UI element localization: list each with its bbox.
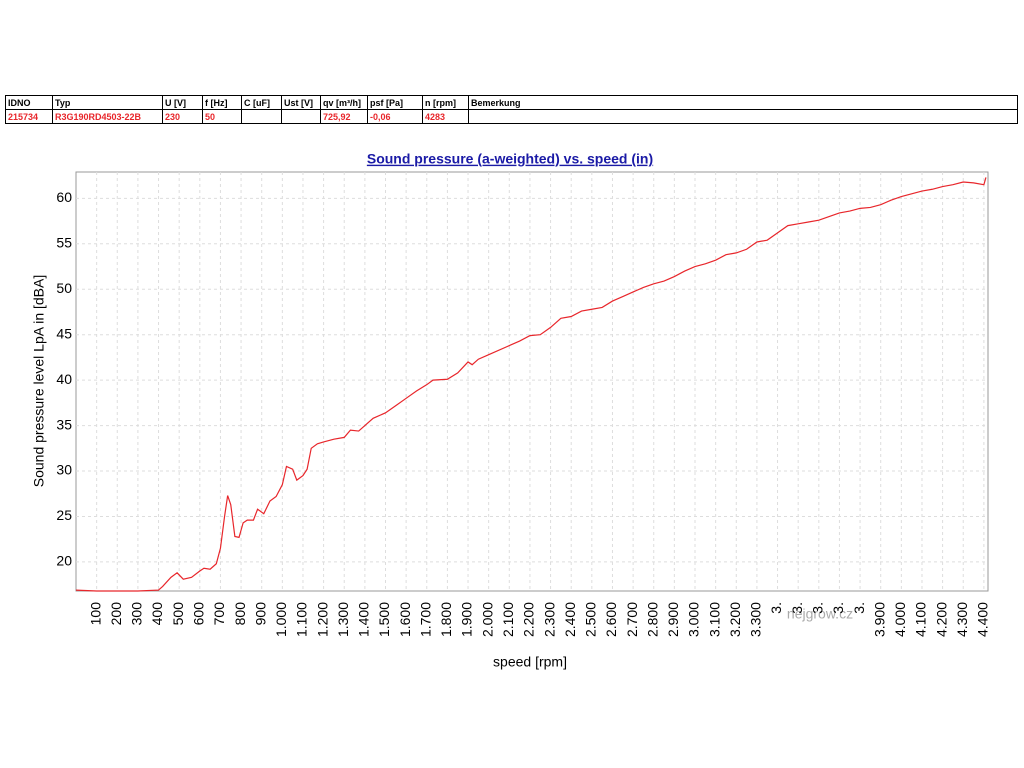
data-cell: 725,92 (320, 109, 368, 124)
x-tick-label: 2.100 (500, 602, 516, 637)
x-tick-label: 2.400 (562, 602, 578, 637)
y-tick-label: 60 (56, 189, 72, 205)
x-tick-label: 200 (108, 602, 124, 626)
x-tick-label: 1.900 (459, 602, 475, 637)
plot-area (75, 171, 989, 592)
info-table: IDNO Typ U [V] f [Hz] C [uF] Ust [V] qv [m³/h]… (5, 95, 1018, 124)
x-tick-label: 4.300 (954, 602, 970, 637)
chart-title: Sound pressure (a-weighted) vs. speed (i… (367, 151, 653, 167)
x-tick-label: 2.700 (624, 602, 640, 637)
data-row: 215734 R3G190RD4503-22B 230 50 725,92 -0,06 42… (5, 109, 1018, 124)
x-tick-label: 300 (129, 602, 145, 626)
x-tick-label: 700 (211, 602, 227, 626)
x-tick-label: 3.900 (871, 602, 887, 637)
x-tick-label: 3. (789, 602, 805, 614)
x-tick-label: 3. (830, 602, 846, 614)
x-tick-label: 3. (851, 602, 867, 614)
y-tick-label: 45 (56, 325, 72, 341)
x-tick-label: 4.400 (975, 602, 991, 637)
header-row: IDNO Typ U [V] f [Hz] C [uF] Ust [V] qv [m³/h]… (5, 95, 1018, 110)
x-tick-label: 3. (768, 602, 784, 614)
data-cell: R3G190RD4503-22B (52, 109, 163, 124)
x-tick-label: 1.200 (314, 602, 330, 637)
x-tick-label: 2.900 (665, 602, 681, 637)
x-axis-label: speed [rpm] (493, 654, 567, 670)
x-tick-label: 2.500 (583, 602, 599, 637)
x-tick-label: 2.200 (521, 602, 537, 637)
x-tick-label: 400 (149, 602, 165, 626)
x-tick-label: 2.600 (603, 602, 619, 637)
x-tick-label: 2.000 (479, 602, 495, 637)
x-tick-label: 2.800 (644, 602, 660, 637)
y-tick-label: 40 (56, 371, 72, 387)
x-tick-label: 1.400 (356, 602, 372, 637)
x-tick-label: 1.700 (417, 602, 433, 637)
x-tick-label: 1.600 (397, 602, 413, 637)
y-tick-label: 30 (56, 462, 72, 478)
x-tick-label: 900 (252, 602, 268, 626)
x-tick-label: 3.200 (727, 602, 743, 637)
x-tick-label: 4.000 (892, 602, 908, 637)
x-tick-label: 1.500 (376, 602, 392, 637)
x-tick-label: 1.300 (335, 602, 351, 637)
y-tick-label: 20 (56, 553, 72, 569)
x-tick-label: 3.300 (748, 602, 764, 637)
watermark: nejgrow.cz (787, 606, 853, 622)
x-tick-label: 600 (191, 602, 207, 626)
data-cell (468, 109, 1018, 124)
x-tick-label: 3. (810, 602, 826, 614)
y-axis-label: Sound pressure level LpA in [dBA] (31, 275, 47, 487)
y-tick-label: 35 (56, 416, 72, 432)
x-tick-label: 1.100 (294, 602, 310, 637)
x-tick-label: 100 (87, 602, 103, 626)
x-tick-label: 800 (232, 602, 248, 626)
data-line (75, 177, 987, 592)
x-tick-label: 3.000 (686, 602, 702, 637)
x-tick-label: 4.100 (913, 602, 929, 637)
x-tick-label: 3.100 (706, 602, 722, 637)
x-tick-label: 1.000 (273, 602, 289, 637)
x-tick-label: 2.300 (541, 602, 557, 637)
x-tick-label: 500 (170, 602, 186, 626)
x-tick-label: 4.200 (933, 602, 949, 637)
y-tick-label: 25 (56, 507, 72, 523)
data-cell: 230 (162, 109, 203, 124)
x-tick-label: 1.800 (438, 602, 454, 637)
y-tick-label: 55 (56, 235, 72, 251)
y-tick-label: 50 (56, 280, 72, 296)
